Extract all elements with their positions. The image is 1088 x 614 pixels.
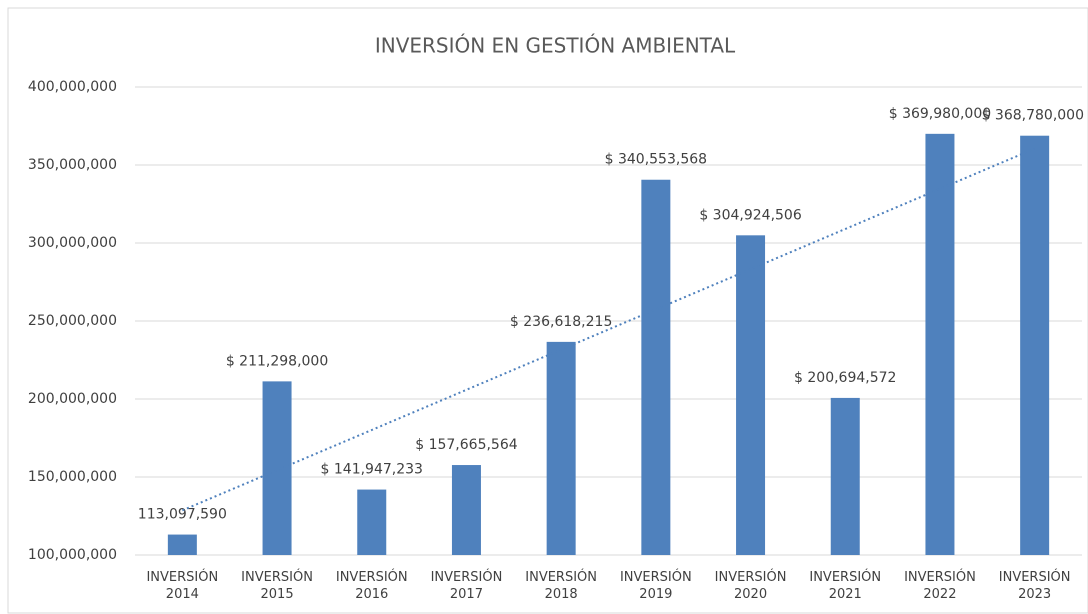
y-tick-label: 200,000,000 xyxy=(28,391,117,407)
x-tick-label: INVERSIÓN 2015 xyxy=(241,570,313,602)
data-label: $ 157,665,564 xyxy=(415,437,518,453)
x-tick-label: INVERSIÓN 2018 xyxy=(525,570,598,602)
data-label: $ 304,924,506 xyxy=(699,207,802,223)
x-tick-label: INVERSIÓN 2019 xyxy=(619,570,692,602)
bar xyxy=(451,465,481,555)
x-tick-label: INVERSIÓN 2014 xyxy=(146,570,219,602)
y-tick-label: 400,000,000 xyxy=(28,79,117,95)
y-tick-label: 100,000,000 xyxy=(28,547,117,563)
y-tick-label: 250,000,000 xyxy=(28,313,117,329)
bar xyxy=(736,235,766,556)
data-label: $ 236,618,215 xyxy=(510,314,612,330)
data-label: $ 211,298,000 xyxy=(226,353,328,369)
x-tick-label: INVERSIÓN 2016 xyxy=(335,570,408,602)
bar xyxy=(262,381,292,555)
chart-title: INVERSIÓN EN GESTIÓN AMBIENTAL xyxy=(375,34,736,58)
bar xyxy=(1020,135,1050,556)
data-label: $ 200,694,572 xyxy=(794,370,896,386)
x-tick-label: INVERSIÓN 2017 xyxy=(430,570,503,602)
trendline xyxy=(181,147,1036,512)
y-tick-label: 300,000,000 xyxy=(28,235,117,251)
x-tick-label: INVERSIÓN 2022 xyxy=(904,570,976,602)
x-tick-label: INVERSIÓN 2021 xyxy=(809,570,882,602)
data-label: $ 368,780,000 xyxy=(982,108,1084,124)
x-tick-label: INVERSIÓN 2020 xyxy=(714,570,787,602)
data-label: $ 340,553,568 xyxy=(605,152,707,168)
x-tick-label: INVERSIÓN 2023 xyxy=(998,570,1071,602)
bar xyxy=(641,179,671,555)
y-tick-label: 350,000,000 xyxy=(28,157,117,173)
data-label: $ 369,980,000 xyxy=(889,106,991,122)
data-label: 113,097,590 xyxy=(138,507,227,523)
bar xyxy=(925,133,955,555)
bar xyxy=(546,341,576,555)
y-tick-label: 150,000,000 xyxy=(28,469,117,485)
bar xyxy=(357,489,387,555)
bar xyxy=(830,397,860,555)
data-label: $ 141,947,233 xyxy=(321,462,423,478)
bar xyxy=(167,534,197,555)
